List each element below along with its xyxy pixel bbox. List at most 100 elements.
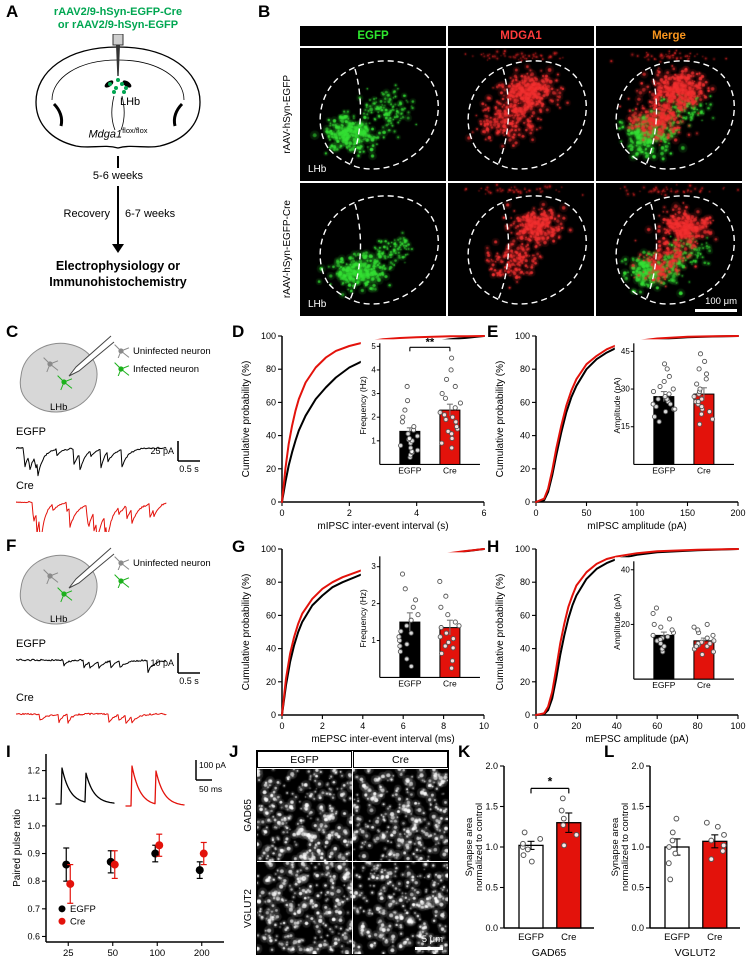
outcome-line-2: Immunohistochemistry bbox=[49, 275, 187, 289]
svg-text:100: 100 bbox=[261, 331, 276, 341]
svg-text:2.0: 2.0 bbox=[631, 761, 644, 771]
mipsc-interval-chart: 0 20 40 60 80 100 0 2 4 6 Cumulative probability (… bbox=[241, 331, 487, 532]
svg-text:100: 100 bbox=[149, 948, 165, 959]
timeline-segment-1 bbox=[117, 156, 119, 168]
svg-text:0: 0 bbox=[533, 508, 538, 518]
image-vglut2-egfp bbox=[257, 862, 352, 954]
svg-text:VGLUT2: VGLUT2 bbox=[675, 947, 716, 959]
svg-text:0: 0 bbox=[279, 721, 284, 731]
virus-line-2: or rAAV2/9-hSyn-EGFP bbox=[57, 19, 179, 31]
svg-text:0.5 s: 0.5 s bbox=[179, 676, 199, 686]
outcome-text: Electrophysiology or Immunohistochemistr… bbox=[14, 258, 222, 290]
svg-text:150: 150 bbox=[680, 508, 695, 518]
svg-text:100: 100 bbox=[515, 544, 530, 554]
svg-text:50 ms: 50 ms bbox=[199, 784, 222, 794]
panel-label-c: C bbox=[6, 322, 19, 341]
svg-text:0: 0 bbox=[525, 710, 530, 720]
brain-slice-schematic bbox=[19, 335, 115, 413]
column-header-merge: Merge bbox=[596, 26, 742, 46]
svg-text:1: 1 bbox=[371, 436, 376, 445]
svg-text:1.5: 1.5 bbox=[631, 802, 644, 812]
row-label-vglut2: VGLUT2 bbox=[242, 888, 254, 928]
svg-text:200: 200 bbox=[194, 948, 210, 959]
svg-text:4: 4 bbox=[371, 365, 376, 374]
scale-bar-line bbox=[695, 309, 737, 312]
svg-text:100: 100 bbox=[629, 508, 644, 518]
svg-text:EGFP: EGFP bbox=[518, 932, 544, 943]
svg-text:0.0: 0.0 bbox=[631, 923, 644, 933]
panel-label-f: F bbox=[6, 536, 17, 555]
svg-text:20: 20 bbox=[266, 464, 276, 474]
svg-text:Cre: Cre bbox=[443, 678, 457, 688]
lhb-outline bbox=[467, 60, 587, 170]
paired-pulse-ratio-chart: 0.6 0.7 0.8 0.9 1.0 1.1 1.2 Paired pulse ratio 2… bbox=[12, 754, 226, 959]
svg-text:50: 50 bbox=[107, 948, 118, 959]
outcome-line-1: Electrophysiology or bbox=[55, 259, 181, 273]
svg-text:60: 60 bbox=[520, 397, 530, 407]
svg-text:80: 80 bbox=[266, 364, 276, 374]
svg-text:0.5 s: 0.5 s bbox=[179, 464, 199, 474]
panel-label-e: E bbox=[487, 322, 499, 341]
svg-text:EGFP: EGFP bbox=[652, 680, 675, 690]
lhb-outline bbox=[615, 60, 735, 170]
image-egfp-cre: LHb bbox=[300, 183, 446, 316]
svg-text:8: 8 bbox=[441, 721, 446, 731]
svg-text:60: 60 bbox=[266, 397, 276, 407]
brain-slice-schematic-f bbox=[19, 547, 115, 625]
svg-text:normalized to control: normalized to control bbox=[474, 803, 485, 891]
svg-text:0.0: 0.0 bbox=[485, 923, 498, 933]
trace-label-cre-c: Cre bbox=[16, 480, 34, 492]
mipsc-trace-cre bbox=[16, 500, 167, 532]
svg-text:20: 20 bbox=[520, 677, 530, 687]
panel-label-h: H bbox=[487, 537, 500, 556]
image-mdga1-control bbox=[448, 48, 594, 181]
timeline-arrowhead-icon bbox=[112, 244, 124, 253]
column-header-cre-j: Cre bbox=[353, 751, 448, 768]
svg-text:20: 20 bbox=[571, 721, 581, 731]
svg-text:80: 80 bbox=[520, 577, 530, 587]
svg-text:0: 0 bbox=[533, 721, 538, 731]
svg-text:4: 4 bbox=[360, 721, 365, 731]
lhb-outline bbox=[467, 195, 587, 305]
svg-text:30: 30 bbox=[621, 385, 630, 394]
svg-text:40: 40 bbox=[621, 565, 630, 574]
svg-text:2: 2 bbox=[371, 413, 376, 422]
image-merge-cre: 100 μm bbox=[596, 183, 742, 316]
svg-text:0.5: 0.5 bbox=[631, 883, 644, 893]
svg-text:100 pA: 100 pA bbox=[199, 760, 226, 770]
lhb-outline bbox=[319, 60, 439, 170]
panel-label-b: B bbox=[258, 2, 271, 21]
column-header-egfp-j: EGFP bbox=[257, 751, 352, 768]
svg-text:*: * bbox=[548, 774, 553, 788]
lhb-label-a: LHb bbox=[120, 96, 141, 108]
column-header-egfp: EGFP bbox=[300, 26, 446, 46]
lhb-label-c: LHb bbox=[50, 402, 68, 413]
svg-text:200: 200 bbox=[730, 508, 745, 518]
svg-text:1.5: 1.5 bbox=[485, 802, 498, 812]
uninfected-neuron-icon bbox=[114, 556, 130, 570]
svg-text:6: 6 bbox=[481, 508, 486, 518]
svg-text:0: 0 bbox=[271, 710, 276, 720]
image-mdga1-cre bbox=[448, 183, 594, 316]
svg-text:50: 50 bbox=[581, 508, 591, 518]
svg-text:Cre: Cre bbox=[443, 465, 457, 475]
mepsc-interval-chart: 0 20 40 60 80 100 0 2 4 6 8 10 Cumulative probabilit… bbox=[241, 544, 489, 745]
svg-text:1.2: 1.2 bbox=[27, 766, 40, 776]
mepsc-trace-cre bbox=[16, 712, 167, 724]
svg-text:Cre: Cre bbox=[697, 680, 711, 690]
svg-text:Synapse area: Synapse area bbox=[464, 817, 475, 876]
svg-text:0.7: 0.7 bbox=[27, 904, 40, 914]
legend-infected-c: Infected neuron bbox=[114, 362, 199, 376]
fluorescence-grid: EGFP MDGA1 Merge LHb LHb 100 μm bbox=[300, 26, 742, 316]
mipsc-amplitude-chart: 0 20 40 60 80 100 0 50 100 150 200 Cumulative proba… bbox=[495, 331, 746, 532]
legend-infected-f bbox=[114, 574, 133, 588]
svg-text:20: 20 bbox=[520, 464, 530, 474]
panel-label-a: A bbox=[6, 2, 19, 21]
svg-text:2: 2 bbox=[371, 599, 376, 608]
mouse-gene: Mdga1 bbox=[88, 128, 123, 141]
synapse-staining-grid: EGFP Cre 5 μm bbox=[256, 750, 449, 955]
svg-text:80: 80 bbox=[266, 577, 276, 587]
svg-text:45: 45 bbox=[621, 347, 630, 356]
panel-label-k: K bbox=[458, 742, 471, 761]
